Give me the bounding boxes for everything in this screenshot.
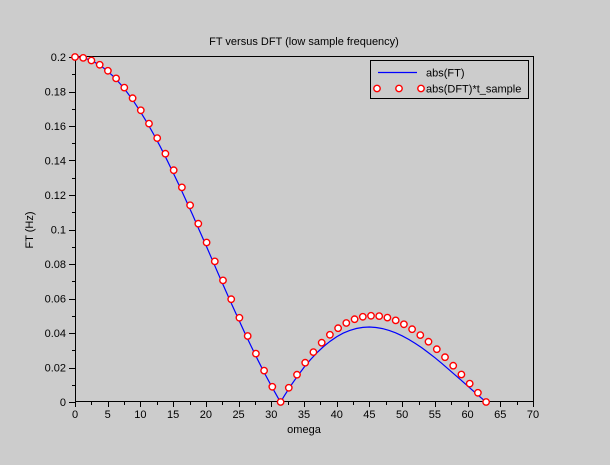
y-tick-label: 0.1: [51, 225, 66, 237]
dft-data-point: [482, 398, 490, 406]
dft-data-point: [243, 332, 252, 340]
y-tick-label: 0.14: [45, 156, 66, 168]
dft-data-point: [210, 257, 219, 266]
dft-data-point: [432, 345, 441, 354]
x-tick-label: 70: [527, 409, 539, 421]
x-tick-label: 55: [429, 409, 441, 421]
y-tick-label: 0.08: [45, 259, 66, 271]
legend-circle-marker-icon: [395, 84, 403, 93]
data-layer: [71, 53, 490, 406]
x-tick-label: 15: [167, 409, 179, 421]
dft-data-point: [457, 370, 466, 379]
dft-data-point: [465, 379, 474, 388]
dft-data-point: [399, 320, 408, 329]
dft-data-point: [293, 370, 301, 379]
dft-data-point: [350, 315, 359, 324]
x-tick-label: 25: [232, 409, 244, 421]
y-axis-label: FT (Hz): [24, 211, 36, 248]
dft-data-point: [391, 316, 400, 325]
dft-data-point: [87, 56, 96, 65]
dft-data-point: [169, 166, 178, 175]
legend: abs(FT) abs(DFT)*t_sample: [370, 60, 529, 99]
dft-data-point: [408, 325, 416, 334]
x-tick-label: 30: [265, 409, 277, 421]
dft-data-point: [145, 119, 153, 128]
x-tick-label: 0: [72, 409, 78, 421]
x-tick-label: 60: [461, 409, 473, 421]
dft-data-point: [112, 74, 121, 83]
y-tick-label: 0.02: [45, 363, 66, 375]
x-tick-label: 35: [298, 409, 310, 421]
y-tick-label: 0.2: [51, 52, 66, 64]
dft-data-point: [358, 312, 367, 321]
legend-marker-samples: [373, 84, 425, 93]
y-tick-label: 0.18: [45, 87, 66, 99]
x-tick-label: 40: [331, 409, 343, 421]
plot-box: [75, 56, 534, 402]
legend-circle-marker-icon: [417, 84, 425, 93]
dft-data-point: [227, 295, 236, 304]
x-tick-label: 65: [494, 409, 506, 421]
y-tick-label: 0.16: [45, 121, 66, 133]
dft-data-point: [194, 219, 203, 228]
dft-data-point: [276, 398, 285, 406]
dft-data-point: [334, 324, 342, 333]
x-tick-label: 20: [200, 409, 212, 421]
dft-data-point: [441, 353, 449, 362]
dft-data-point: [153, 134, 162, 143]
dft-data-point: [79, 54, 88, 62]
dft-data-point: [128, 94, 137, 103]
y-tick-label: 0.04: [45, 328, 66, 340]
dft-data-point: [325, 330, 334, 339]
dft-data-point: [136, 106, 145, 115]
ft-curve: [74, 56, 487, 404]
dft-data-point: [71, 53, 79, 61]
dft-data-point: [449, 361, 458, 370]
dft-data-point: [202, 238, 211, 247]
x-tick-label: 45: [363, 409, 375, 421]
x-tick-label: 50: [396, 409, 408, 421]
dft-data-point: [473, 388, 482, 397]
dft-data-point: [219, 276, 227, 285]
dft-data-point: [367, 311, 375, 320]
x-axis-label: omega: [287, 424, 322, 436]
dft-data-point: [301, 358, 310, 367]
dft-data-point: [383, 313, 392, 322]
chart-title: FT versus DFT (low sample frequency): [209, 36, 399, 48]
dft-data-point: [104, 66, 112, 75]
dft-data-point: [317, 338, 326, 347]
dft-data-point: [416, 331, 425, 339]
dft-data-point: [95, 60, 104, 69]
dft-data-point: [235, 313, 244, 322]
dft-data-point: [375, 312, 384, 320]
dft-data-point: [251, 349, 260, 358]
legend-circle-marker-icon: [373, 84, 381, 93]
x-tick-label: 10: [134, 409, 146, 421]
legend-label-abs-dft: abs(DFT)*t_sample: [426, 84, 521, 96]
dft-data-point: [161, 149, 170, 158]
dft-data-point: [284, 383, 293, 392]
y-tick-label: 0.12: [45, 190, 66, 202]
y-tick-label: 0.06: [45, 294, 66, 306]
dft-data-point: [342, 319, 351, 327]
dft-data-point: [120, 83, 129, 92]
x-tick-label: 5: [105, 409, 111, 421]
dft-data-point: [424, 337, 433, 346]
tick-label-layer: 0 5 10 15 20 25 30 35 40 45 50 55 60 65 70 0 0.02 0.04 0.0…: [45, 52, 540, 421]
dft-data-point: [186, 201, 195, 210]
dft-data-point: [268, 382, 277, 391]
y-tick-label: 0: [60, 397, 66, 409]
dft-data-point: [309, 348, 318, 356]
dft-data-point: [260, 366, 268, 375]
dft-data-point: [177, 183, 186, 192]
legend-box: [370, 60, 529, 99]
legend-label-abs-ft: abs(FT): [426, 68, 465, 80]
axes-layer: [69, 56, 534, 407]
